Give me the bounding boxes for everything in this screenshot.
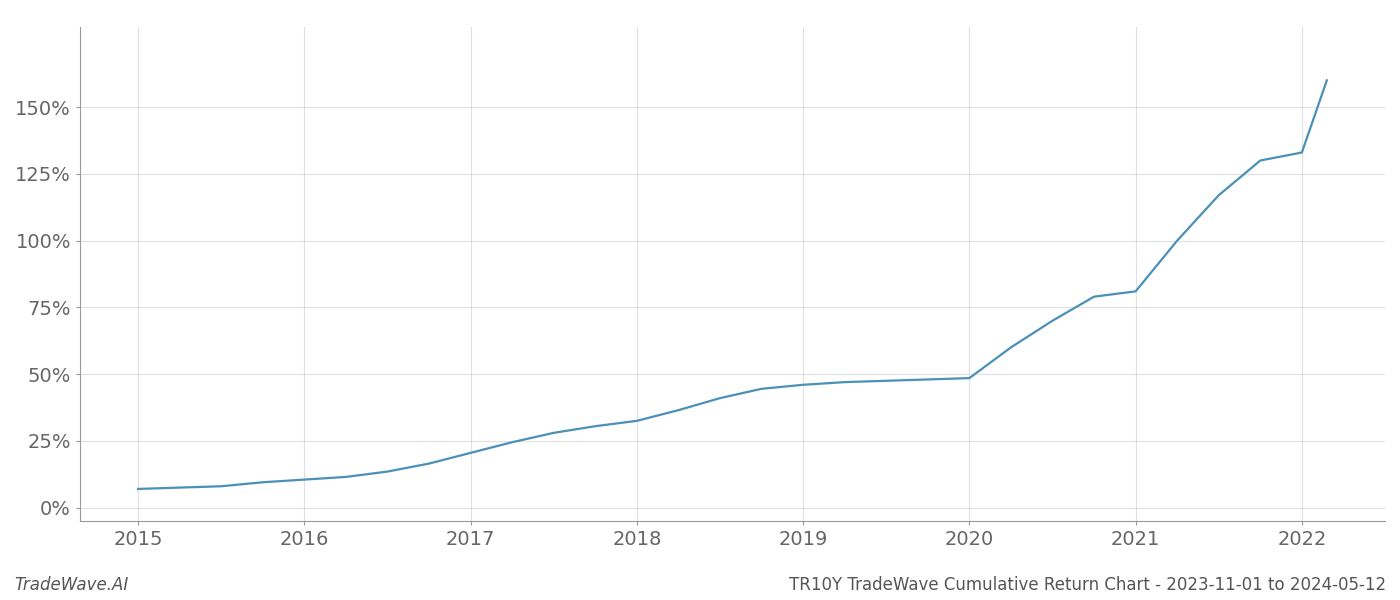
Text: TradeWave.AI: TradeWave.AI: [14, 576, 129, 594]
Text: TR10Y TradeWave Cumulative Return Chart - 2023-11-01 to 2024-05-12: TR10Y TradeWave Cumulative Return Chart …: [788, 576, 1386, 594]
